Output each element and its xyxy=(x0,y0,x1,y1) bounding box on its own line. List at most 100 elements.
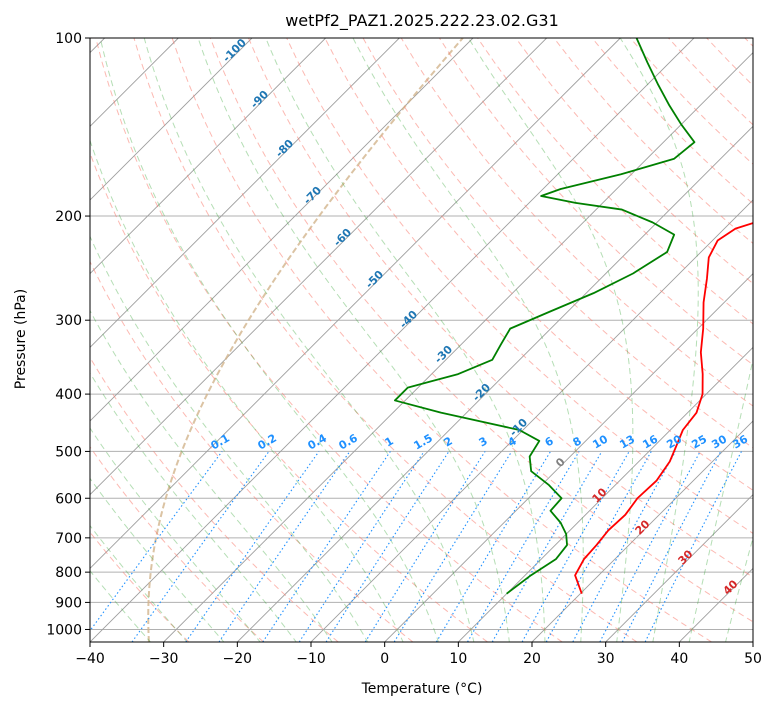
isotherm-line xyxy=(384,273,753,642)
moist-adiabat-line xyxy=(90,524,188,642)
dry-adiabat-label: -50 xyxy=(363,268,386,291)
isotherm-line xyxy=(237,125,753,642)
y-tick-label: 300 xyxy=(55,313,82,329)
moist-adiabat-line xyxy=(90,427,261,642)
moist-adiabat-line xyxy=(90,570,152,642)
mixing-ratio-line xyxy=(521,451,630,642)
isotherm-line xyxy=(752,641,753,642)
plot-frame xyxy=(89,37,754,643)
mixing-ratio-line xyxy=(90,451,223,632)
mixing-ratio-line xyxy=(298,451,425,642)
x-tick-label: −30 xyxy=(149,651,179,667)
x-tick-label: 50 xyxy=(744,651,762,667)
x-tick-label: 0 xyxy=(380,651,389,667)
mixing-ratio-label: 13 xyxy=(617,433,637,452)
mixing-ratio-line xyxy=(262,451,391,642)
y-tick-label: 1000 xyxy=(46,622,82,638)
mixing-ratio-line xyxy=(325,451,450,642)
x-axis-label: Temperature (°C) xyxy=(361,681,483,697)
dry-adiabat-label: -20 xyxy=(470,381,493,404)
isotherm-line xyxy=(531,420,753,642)
mixing-ratio-line xyxy=(435,451,552,642)
mixing-ratio-line xyxy=(545,451,652,642)
moist-adiabat-label: 10 xyxy=(590,485,610,505)
dry-adiabat-label: -100 xyxy=(220,36,249,65)
isotherm-line xyxy=(679,567,753,642)
moist-adiabat-line xyxy=(90,138,404,642)
moist-adiabat-line xyxy=(265,38,546,642)
dry-adiabat-label: -40 xyxy=(397,308,420,331)
moist-adiabat-label: 20 xyxy=(633,517,653,537)
mixing-ratio-line xyxy=(131,451,270,642)
theta-e-curve xyxy=(147,38,464,642)
moist-adiabat-label: 30 xyxy=(676,547,696,567)
dry-adiabat-label: -60 xyxy=(331,226,354,249)
x-tick-label: 20 xyxy=(523,651,541,667)
dry-adiabat-line xyxy=(248,38,753,578)
moist-adiabat-line xyxy=(468,38,634,642)
dry-adiabat-line xyxy=(133,38,638,642)
mixing-ratio-label: 1.5 xyxy=(412,431,435,452)
y-tick-label: 100 xyxy=(55,31,82,47)
y-tick-label: 600 xyxy=(55,491,82,507)
mixing-ratio-label: 16 xyxy=(640,432,660,451)
dry-adiabat-line xyxy=(515,38,753,285)
y-tick-label: 700 xyxy=(55,531,82,547)
moist-adiabat-line xyxy=(90,235,369,642)
dry-adiabat-label: -30 xyxy=(432,343,455,366)
mixing-ratio-line xyxy=(644,451,742,642)
dry-adiabat-line xyxy=(286,38,753,534)
x-tick-label: −40 xyxy=(75,651,105,667)
isotherm-line xyxy=(90,38,474,422)
x-tick-label: −20 xyxy=(223,651,253,667)
moist-adiabat-line xyxy=(90,309,333,642)
mixing-ratio-label: 0.4 xyxy=(306,431,330,452)
dry-adiabat-line xyxy=(95,38,563,642)
mixing-ratio-label: 3 xyxy=(477,434,490,449)
mixing-ratio-line xyxy=(393,451,513,642)
dry-adiabat-line xyxy=(553,38,753,245)
mixing-ratio-line xyxy=(572,451,677,642)
moist-adiabat-line xyxy=(90,477,225,642)
isotherm-line xyxy=(90,38,695,642)
moist-adiabat-line xyxy=(725,536,753,642)
y-tick-label: 800 xyxy=(55,565,82,581)
y-tick-label: 900 xyxy=(55,595,82,611)
y-tick-label: 200 xyxy=(55,209,82,225)
moist-adiabat-line xyxy=(688,357,753,642)
x-tick-label: 40 xyxy=(670,651,688,667)
mixing-ratio-line xyxy=(218,451,351,642)
dry-adiabat-line xyxy=(90,356,339,642)
x-tick-label: 10 xyxy=(449,651,467,667)
mixing-ratio-label: 8 xyxy=(571,434,584,449)
moist-adiabat-line xyxy=(143,38,475,642)
mixing-ratio-line xyxy=(599,451,701,642)
dry-adiabat-line xyxy=(90,445,264,642)
isotherm-line xyxy=(605,494,753,642)
mixing-ratio-label: 6 xyxy=(543,434,556,449)
dry-adiabat-line xyxy=(90,260,414,642)
mixing-ratio-label: 10 xyxy=(590,432,610,451)
mixing-ratio-label: 1 xyxy=(383,434,396,449)
isotherm-line xyxy=(458,346,753,642)
mixing-ratio-label: 25 xyxy=(689,433,709,452)
mixing-ratio-label: 2 xyxy=(442,434,455,449)
moist-adiabat-label: 0 xyxy=(553,455,568,470)
temperature-profile-line xyxy=(574,222,753,594)
isotherm-line xyxy=(90,38,621,569)
y-tick-label: 500 xyxy=(55,444,82,460)
plot-area: -100-90-80-70-60-50-40-30-20-10010203040… xyxy=(90,36,753,642)
dry-adiabat-line xyxy=(90,151,488,642)
isotherm-line xyxy=(163,52,753,642)
dry-adiabat-line xyxy=(171,38,712,642)
mixing-ratio-label: 30 xyxy=(709,432,729,451)
isotherm-line xyxy=(90,38,253,201)
isotherm-line xyxy=(90,38,326,275)
dry-adiabat-line xyxy=(324,38,753,491)
moist-adiabat-line xyxy=(619,38,699,642)
axes: −40 −30 −20 −10 0 10 20 30 40 5010020030040050060… xyxy=(46,31,762,667)
mixing-ratio-line xyxy=(621,451,722,642)
y-axis-label: Pressure (hPa) xyxy=(13,289,29,389)
x-tick-label: 30 xyxy=(597,651,615,667)
